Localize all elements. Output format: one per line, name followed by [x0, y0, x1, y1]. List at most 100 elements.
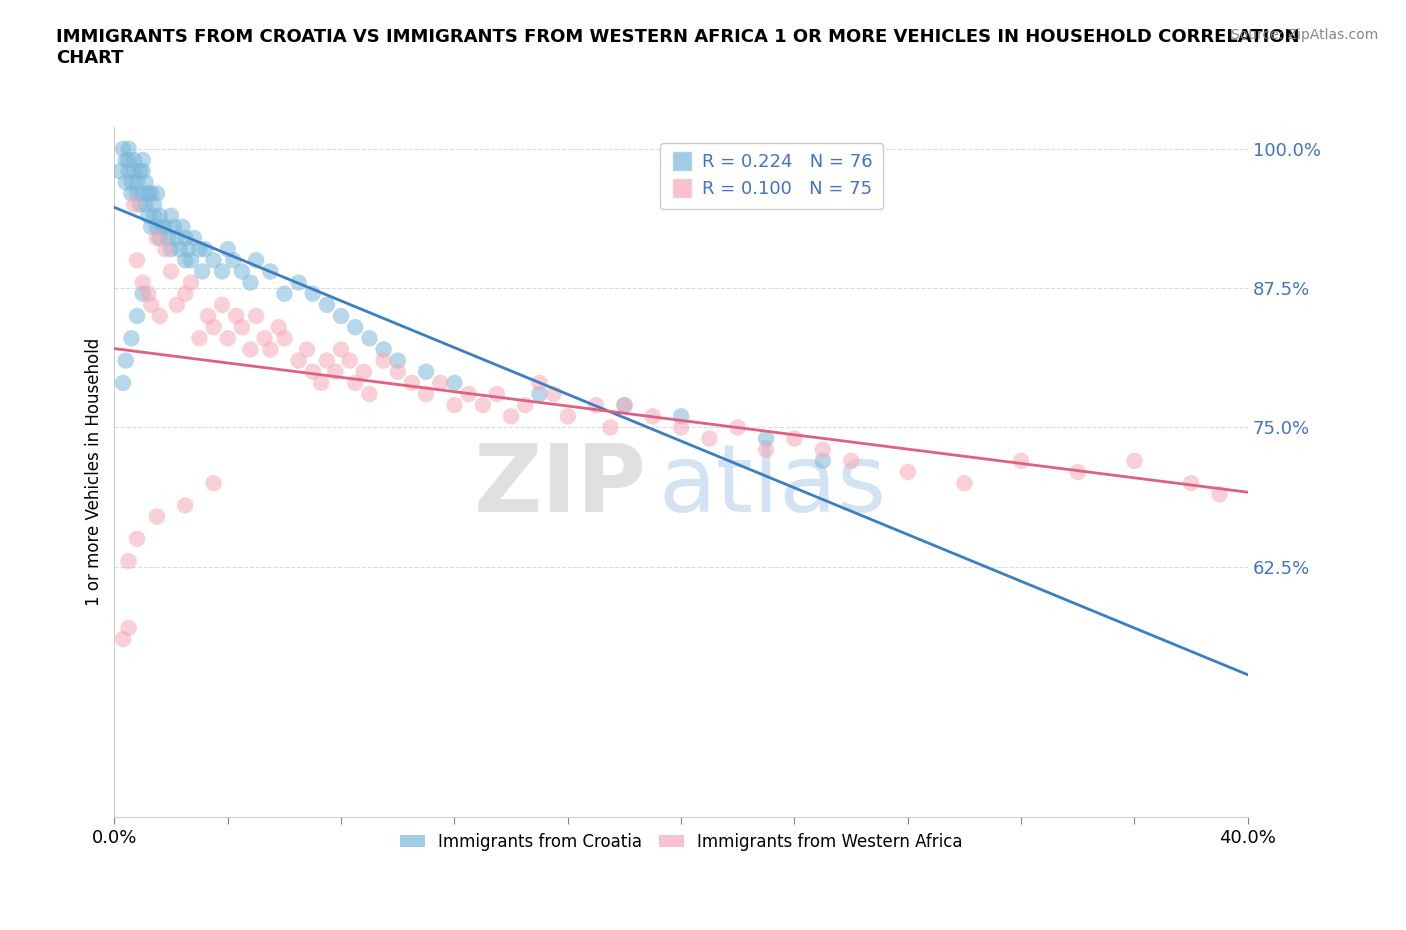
Point — [120, 331, 142, 346]
Point — [339, 353, 361, 368]
Point — [132, 275, 155, 290]
Point — [177, 242, 200, 257]
Text: Source: ZipAtlas.com: Source: ZipAtlas.com — [1230, 28, 1378, 42]
Point — [138, 186, 160, 201]
Point — [309, 376, 332, 391]
Point — [135, 197, 157, 212]
Point — [1180, 476, 1202, 491]
Point — [1010, 454, 1032, 469]
Point — [755, 443, 778, 458]
Point — [141, 186, 163, 201]
Text: IMMIGRANTS FROM CROATIA VS IMMIGRANTS FROM WESTERN AFRICA 1 OR MORE VEHICLES IN : IMMIGRANTS FROM CROATIA VS IMMIGRANTS FR… — [56, 28, 1299, 67]
Text: atlas: atlas — [658, 440, 887, 532]
Point — [415, 387, 437, 402]
Point — [1123, 454, 1146, 469]
Point — [160, 242, 183, 257]
Point — [529, 376, 551, 391]
Point — [585, 398, 607, 413]
Point — [953, 476, 976, 491]
Point — [543, 387, 565, 402]
Point — [129, 197, 152, 212]
Point — [174, 286, 197, 301]
Point — [125, 186, 148, 201]
Point — [325, 365, 347, 379]
Point — [117, 141, 139, 156]
Point — [231, 264, 253, 279]
Point — [515, 398, 537, 413]
Point — [146, 509, 169, 524]
Point — [125, 531, 148, 546]
Point — [180, 253, 202, 268]
Point — [117, 553, 139, 568]
Point — [111, 631, 134, 646]
Point — [387, 353, 409, 368]
Point — [231, 320, 253, 335]
Point — [122, 197, 145, 212]
Point — [166, 231, 188, 246]
Point — [783, 432, 806, 446]
Point — [222, 253, 245, 268]
Point — [295, 342, 318, 357]
Point — [287, 353, 309, 368]
Point — [239, 342, 262, 357]
Point — [125, 175, 148, 190]
Point — [122, 153, 145, 167]
Point — [174, 253, 197, 268]
Point — [122, 164, 145, 179]
Point — [811, 454, 834, 469]
Y-axis label: 1 or more Vehicles in Household: 1 or more Vehicles in Household — [86, 338, 103, 606]
Point — [443, 398, 465, 413]
Point — [613, 398, 636, 413]
Point — [217, 242, 239, 257]
Point — [202, 320, 225, 335]
Point — [217, 331, 239, 346]
Point — [897, 465, 920, 480]
Point — [485, 387, 508, 402]
Point — [138, 286, 160, 301]
Point — [111, 376, 134, 391]
Point — [344, 376, 367, 391]
Point — [174, 231, 197, 246]
Point — [132, 186, 155, 201]
Point — [259, 342, 281, 357]
Point — [117, 164, 139, 179]
Point — [143, 208, 166, 223]
Point — [353, 365, 375, 379]
Point — [138, 208, 160, 223]
Point — [141, 219, 163, 234]
Point — [669, 409, 692, 424]
Point — [197, 309, 219, 324]
Point — [529, 387, 551, 402]
Point — [239, 275, 262, 290]
Point — [267, 320, 290, 335]
Point — [143, 197, 166, 212]
Point — [641, 409, 664, 424]
Point — [301, 286, 323, 301]
Point — [443, 376, 465, 391]
Point — [166, 298, 188, 312]
Point — [188, 242, 211, 257]
Point — [114, 153, 136, 167]
Point — [273, 331, 295, 346]
Point — [202, 253, 225, 268]
Point — [457, 387, 479, 402]
Point — [160, 208, 183, 223]
Point — [117, 620, 139, 635]
Point — [125, 253, 148, 268]
Point — [599, 420, 621, 435]
Point — [120, 175, 142, 190]
Point — [152, 219, 174, 234]
Point — [245, 253, 267, 268]
Point — [1067, 465, 1090, 480]
Point — [211, 298, 233, 312]
Point — [699, 432, 721, 446]
Point — [146, 231, 169, 246]
Point — [359, 387, 381, 402]
Point — [132, 286, 155, 301]
Point — [169, 242, 191, 257]
Point — [669, 420, 692, 435]
Point — [202, 476, 225, 491]
Point — [727, 420, 749, 435]
Point — [755, 432, 778, 446]
Point — [344, 320, 367, 335]
